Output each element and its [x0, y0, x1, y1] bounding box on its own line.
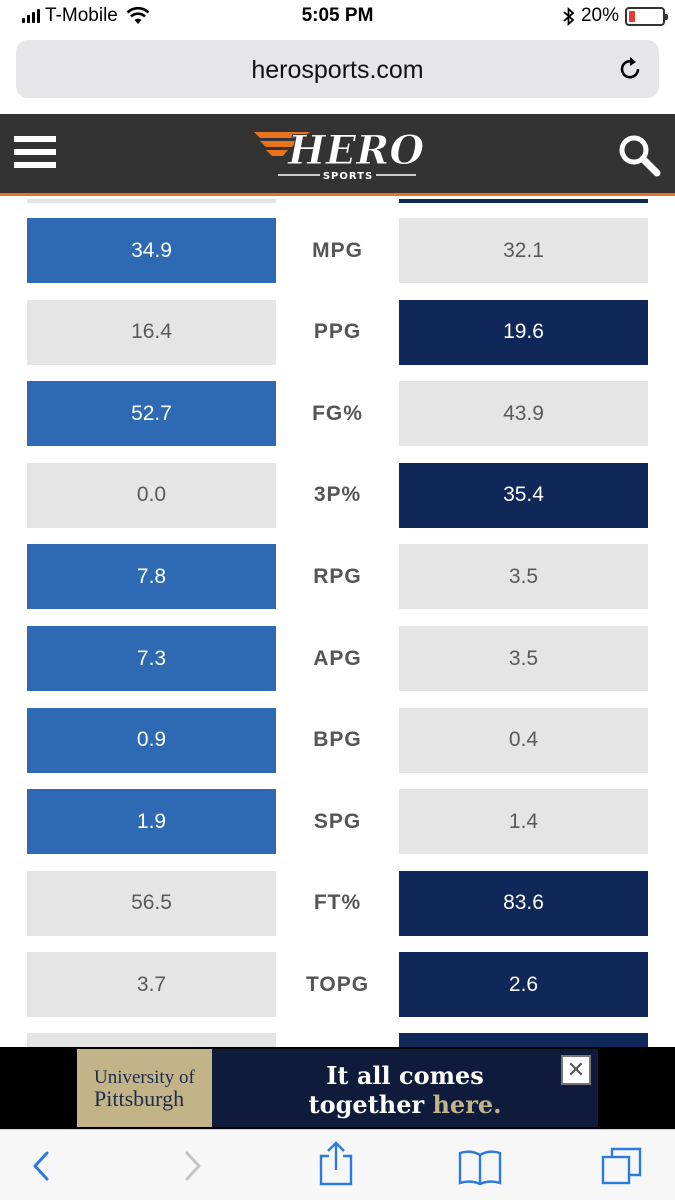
ad-headline-a: together: [308, 1090, 433, 1119]
hero-sports-logo[interactable]: HERO SPORTS: [252, 126, 425, 186]
browser-toolbar: [0, 1129, 675, 1200]
right-player-value: 3.5: [399, 544, 648, 610]
stats-comparison: 34.9 MPG 32.1 16.4 PPG 19.6 52.7 FG% 43.9 0.0 3P% 3…: [0, 199, 675, 1047]
left-player-value: 3.7: [27, 952, 276, 1018]
stat-label: FT%: [313, 891, 362, 915]
stat-label: BPG: [313, 728, 362, 752]
right-player-value: 3.5: [399, 626, 648, 691]
search-icon[interactable]: [617, 133, 661, 177]
stat-label: RPG: [313, 564, 362, 588]
stat-row: 56.5 FT% 83.6: [0, 870, 675, 936]
battery-fill: [629, 10, 636, 22]
ad-headline-line1: It all comes: [326, 1061, 484, 1090]
right-player-value: 83.6: [399, 870, 648, 936]
address-bar[interactable]: herosports.com: [16, 40, 659, 98]
battery-percent: 20%: [580, 5, 619, 26]
ad-close-button[interactable]: ✕: [561, 1055, 591, 1085]
status-left: T-Mobile: [22, 5, 150, 27]
ad-headline-line2: together here.: [217, 1090, 593, 1119]
status-right: 20%: [563, 5, 668, 27]
stat-row: 52.7 FG% 43.9: [0, 381, 675, 447]
ad-brand-line2: Pittsburgh: [94, 1086, 185, 1111]
left-player-value: 1.9: [27, 789, 276, 855]
wifi-icon: [126, 7, 150, 24]
battery-icon: [625, 6, 668, 26]
left-player-value: 56.5: [27, 870, 276, 936]
stat-row: 0.9 BPG 0.4: [0, 707, 675, 773]
stat-row: 7.8 RPG 3.5: [0, 544, 675, 610]
stat-row: 34.9 MPG 32.1: [0, 218, 675, 283]
logo-subtext: SPORTS: [323, 171, 373, 182]
right-player-value: 0.4: [399, 707, 648, 773]
forward-icon[interactable]: [170, 1146, 214, 1186]
right-player-value: 35.4: [399, 462, 648, 528]
stat-label: MPG: [312, 238, 363, 262]
stat-row: 3.7 TOPG 2.6: [0, 952, 675, 1018]
stat-label: FG%: [312, 401, 363, 425]
hamburger-icon[interactable]: [14, 136, 56, 172]
share-icon[interactable]: [314, 1140, 358, 1186]
ad-headline: It all comes together here.: [217, 1061, 593, 1119]
stat-label: APG: [313, 646, 362, 670]
left-player-value: 0.0: [27, 462, 276, 528]
stat-label: SPG: [313, 809, 362, 833]
left-player-value: 7.3: [27, 626, 276, 691]
left-player-value: 52.7: [27, 381, 276, 447]
tabs-icon[interactable]: [600, 1146, 644, 1186]
stat-label: 3P%: [313, 483, 362, 507]
right-player-value: 19.6: [399, 299, 648, 365]
status-time: 5:05 PM: [301, 5, 374, 26]
right-player-value: 1.4: [399, 789, 648, 855]
back-icon[interactable]: [20, 1146, 64, 1186]
right-player-value: 32.1: [399, 218, 648, 283]
left-player-value: 7.8: [27, 544, 276, 610]
stat-row: 7.3 APG 3.5: [0, 626, 675, 691]
browser-address-area: herosports.com: [0, 36, 675, 114]
stat-row: 0.0 3P% 35.4: [0, 462, 675, 528]
stat-row: 16.4 PPG 19.6: [0, 299, 675, 365]
status-bar: T-Mobile 5:05 PM 20%: [0, 0, 675, 36]
stub-right-top: [399, 199, 648, 203]
url-text: herosports.com: [251, 56, 424, 84]
logo-text: HERO: [287, 127, 424, 174]
stub-right-bottom: [399, 1033, 648, 1047]
left-player-value: 0.9: [27, 707, 276, 773]
stat-row: 1.9 SPG 1.4: [0, 789, 675, 855]
ad-brand-line1: University of: [94, 1067, 195, 1088]
signal-icon: [22, 9, 40, 23]
bluetooth-icon: [563, 6, 575, 26]
reload-icon[interactable]: [615, 54, 645, 84]
stub-left-bottom: [27, 1033, 276, 1047]
stat-label: TOPG: [305, 972, 370, 996]
ad-brand: University of Pittsburgh: [77, 1049, 212, 1127]
site-header: HERO SPORTS: [0, 114, 675, 196]
carrier-name: T-Mobile: [45, 5, 118, 26]
stub-left-top: [27, 199, 276, 203]
logo-graphic: HERO SPORTS: [254, 127, 425, 182]
ad-content[interactable]: University of Pittsburgh It all comes to…: [77, 1049, 598, 1127]
stat-label: PPG: [313, 320, 362, 344]
left-player-value: 34.9: [27, 218, 276, 283]
right-player-value: 43.9: [399, 381, 648, 447]
bookmarks-icon[interactable]: [456, 1146, 504, 1186]
ad-headline-b: here.: [432, 1090, 502, 1119]
right-player-value: 2.6: [399, 952, 648, 1018]
left-player-value: 16.4: [27, 299, 276, 365]
